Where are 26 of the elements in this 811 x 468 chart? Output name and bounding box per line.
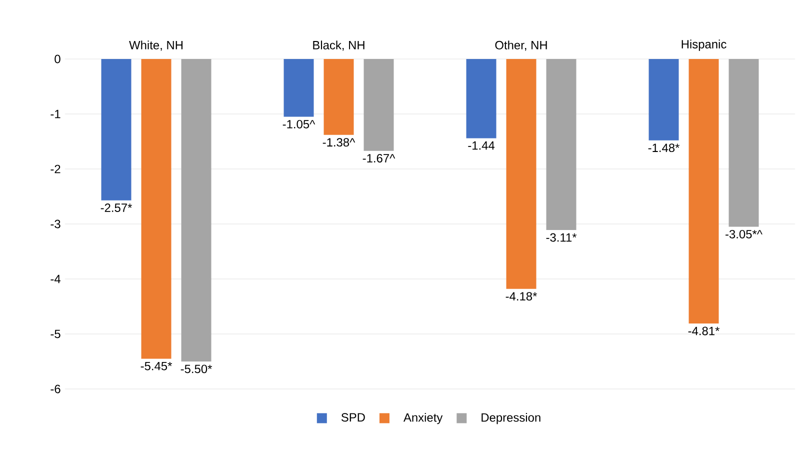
y-tick-label: -5: [50, 330, 60, 338]
data-label: -3.05*^: [726, 230, 762, 238]
y-tick-label: -6: [50, 384, 60, 394]
data-label: -3.11*: [546, 233, 577, 242]
x-tick-label: Other, NH: [495, 40, 547, 51]
y-tick-label: -4: [50, 274, 60, 284]
data-label: -1.67^: [362, 154, 396, 162]
y-tick-label: -3: [50, 220, 60, 228]
data-label: -4.81*: [688, 326, 720, 336]
x-tick-label: Black, NH: [313, 40, 364, 51]
legend-label: SPD: [341, 413, 365, 422]
x-tick-label: Hispanic: [682, 40, 726, 51]
y-tick-label: 0: [54, 54, 60, 64]
data-label: -5.50*: [180, 364, 212, 374]
x-tick-label: White, NH: [129, 40, 183, 51]
legend-label: Depression: [482, 412, 540, 424]
legend-label: Anxiety: [403, 412, 443, 424]
data-label: -1.48*: [648, 144, 680, 152]
data-label: -4.18*: [506, 292, 538, 301]
data-label: -1.05^: [282, 120, 316, 128]
data-label: -5.45*: [140, 362, 172, 370]
data-label: -2.57*: [100, 204, 132, 212]
data-label: -1.38^: [322, 138, 356, 147]
data-label: -1.44: [468, 141, 495, 150]
y-tick-label: -1: [50, 110, 60, 118]
y-tick-label: -2: [50, 164, 60, 174]
